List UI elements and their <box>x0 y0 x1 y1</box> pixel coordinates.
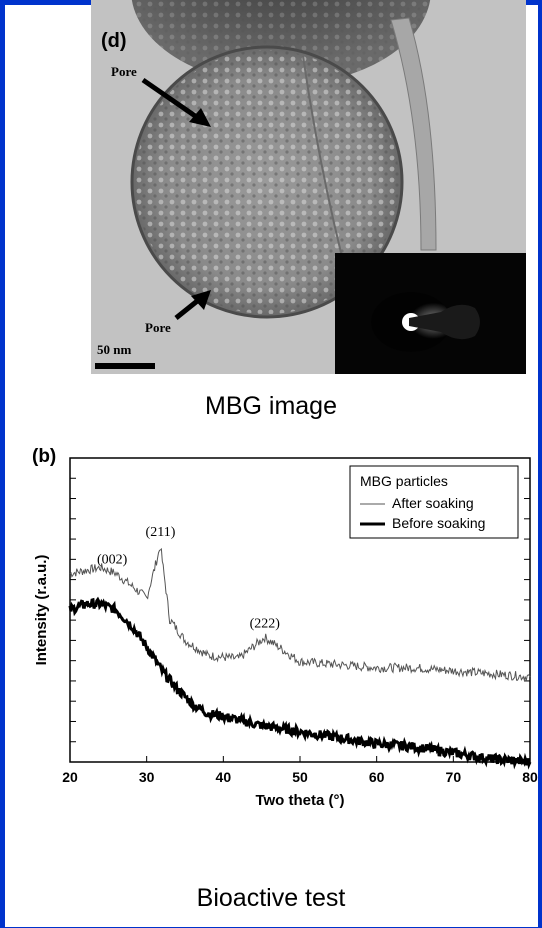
x-tick-label: 70 <box>446 769 462 785</box>
peak-annotation: (002) <box>97 553 128 568</box>
series-line-before-soaking <box>68 596 532 770</box>
legend-label-before: Before soaking <box>392 515 485 531</box>
x-tick-label: 40 <box>216 769 232 785</box>
x-tick-label: 50 <box>292 769 308 785</box>
y-axis-label: Intensity (r.a.u.) <box>33 555 50 666</box>
peak-annotation: (211) <box>146 525 176 540</box>
xrd-chart: 20 30 40 50 60 70 80 (002) (211) (222) MBG parti… <box>30 446 540 820</box>
tem-micrograph: (d) Pore Pore 50 nm <box>91 0 526 374</box>
peak-annotation: (222) <box>250 616 281 631</box>
pore-label-bottom: Pore <box>145 320 171 335</box>
x-tick-label: 80 <box>522 769 538 785</box>
legend-box <box>349 465 519 539</box>
series-line-after-soaking <box>69 547 531 683</box>
xrd-chart-svg: 20 30 40 50 60 70 80 (002) (211) (222) MBG parti… <box>33 457 538 809</box>
scale-bar-label: 50 nm <box>97 342 132 357</box>
panel-label-b: (b) <box>32 446 57 467</box>
panel-label-d: (d) <box>101 30 127 52</box>
top-figure-caption: MBG image <box>205 392 337 420</box>
pore-label-top: Pore <box>111 64 137 79</box>
x-axis-label: Two theta (°) <box>255 792 344 809</box>
x-tick-label: 60 <box>369 769 385 785</box>
x-tick-label: 30 <box>139 769 155 785</box>
tem-image <box>91 0 526 374</box>
x-tick-label: 20 <box>62 769 78 785</box>
legend-label-after: After soaking <box>392 495 474 511</box>
legend-title: MBG particles <box>360 473 448 489</box>
bottom-figure-caption: Bioactive test <box>196 884 346 912</box>
